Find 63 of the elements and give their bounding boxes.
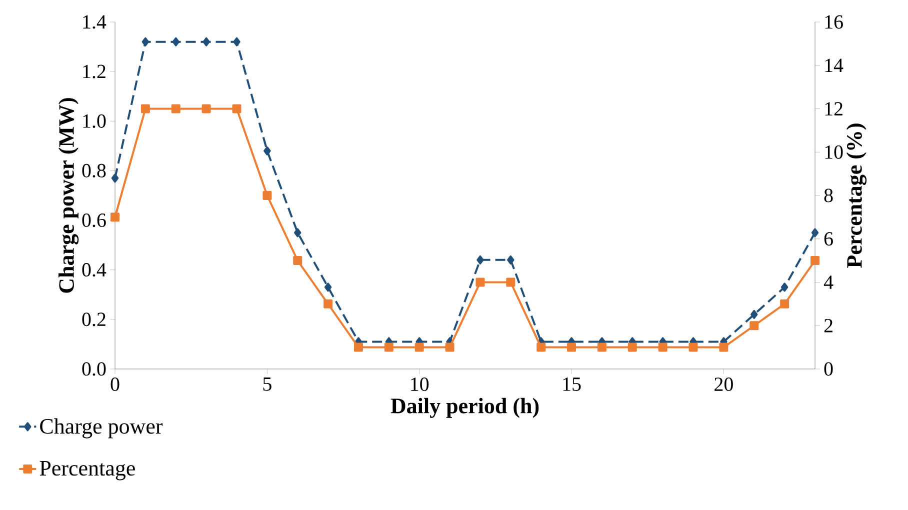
point: [294, 228, 302, 238]
point: [628, 342, 637, 352]
x-tick-label: 15: [563, 378, 581, 391]
x-tick-label: 0: [110, 378, 120, 392]
point: [171, 104, 180, 114]
legend-label: Charge power: [40, 418, 163, 438]
point: [110, 212, 120, 222]
point: [354, 342, 363, 352]
point: [264, 146, 271, 156]
point: [172, 37, 180, 46]
point: [780, 282, 788, 292]
point: [142, 37, 150, 46]
x-axis-title: Daily period (h): [390, 398, 539, 418]
y2-tick-label: 16: [825, 15, 843, 29]
point: [719, 342, 728, 352]
y2-tick-label: 6: [824, 232, 833, 246]
point: [506, 278, 516, 287]
point: [324, 299, 333, 308]
y-tick-label: 1.2: [83, 64, 106, 78]
y2-tick-label: 12: [825, 102, 842, 116]
point: [507, 255, 514, 264]
point: [232, 104, 242, 114]
y2-tick-label: 2: [824, 318, 832, 332]
y-axis-title: Charge power (MW): [58, 98, 79, 293]
point: [688, 342, 698, 352]
y-tick-label: 0.8: [82, 164, 106, 178]
y2-axis-title: Percentage (%): [846, 124, 867, 268]
y2-tick-label: 10: [825, 145, 843, 159]
y-tick-label: 0.4: [82, 263, 106, 277]
y2-tick-label: 4: [824, 276, 834, 289]
point: [536, 342, 546, 352]
point: [750, 310, 758, 319]
point: [233, 37, 240, 46]
point: [262, 190, 272, 200]
point: [445, 342, 454, 352]
x-tick-label: 20: [714, 378, 733, 392]
point: [476, 255, 484, 264]
point: [597, 342, 606, 352]
point: [111, 174, 119, 183]
legend-label: Percentage: [40, 461, 135, 480]
point: [384, 342, 394, 352]
y-tick-label: 0.6: [82, 213, 106, 228]
point: [324, 282, 332, 292]
y2-tick-label: 14: [825, 58, 844, 72]
point: [750, 321, 759, 330]
point: [414, 342, 424, 352]
point: [810, 256, 820, 266]
point: [202, 104, 211, 114]
point: [293, 256, 302, 266]
y-tick-label: 1.0: [83, 114, 106, 128]
y-tick-label: 0.2: [82, 312, 106, 326]
point: [476, 278, 485, 287]
point: [780, 299, 790, 308]
x-tick-label: 5: [263, 378, 272, 391]
point: [567, 342, 576, 352]
y2-tick-label: 8: [824, 188, 833, 202]
point: [658, 342, 668, 352]
y2-tick-label: 0: [824, 362, 833, 376]
point: [202, 37, 210, 46]
y-tick-label: 0.0: [82, 362, 106, 376]
x-tick-label: 10: [411, 378, 429, 392]
y-tick-label: 1.4: [83, 15, 106, 29]
point: [140, 104, 150, 114]
